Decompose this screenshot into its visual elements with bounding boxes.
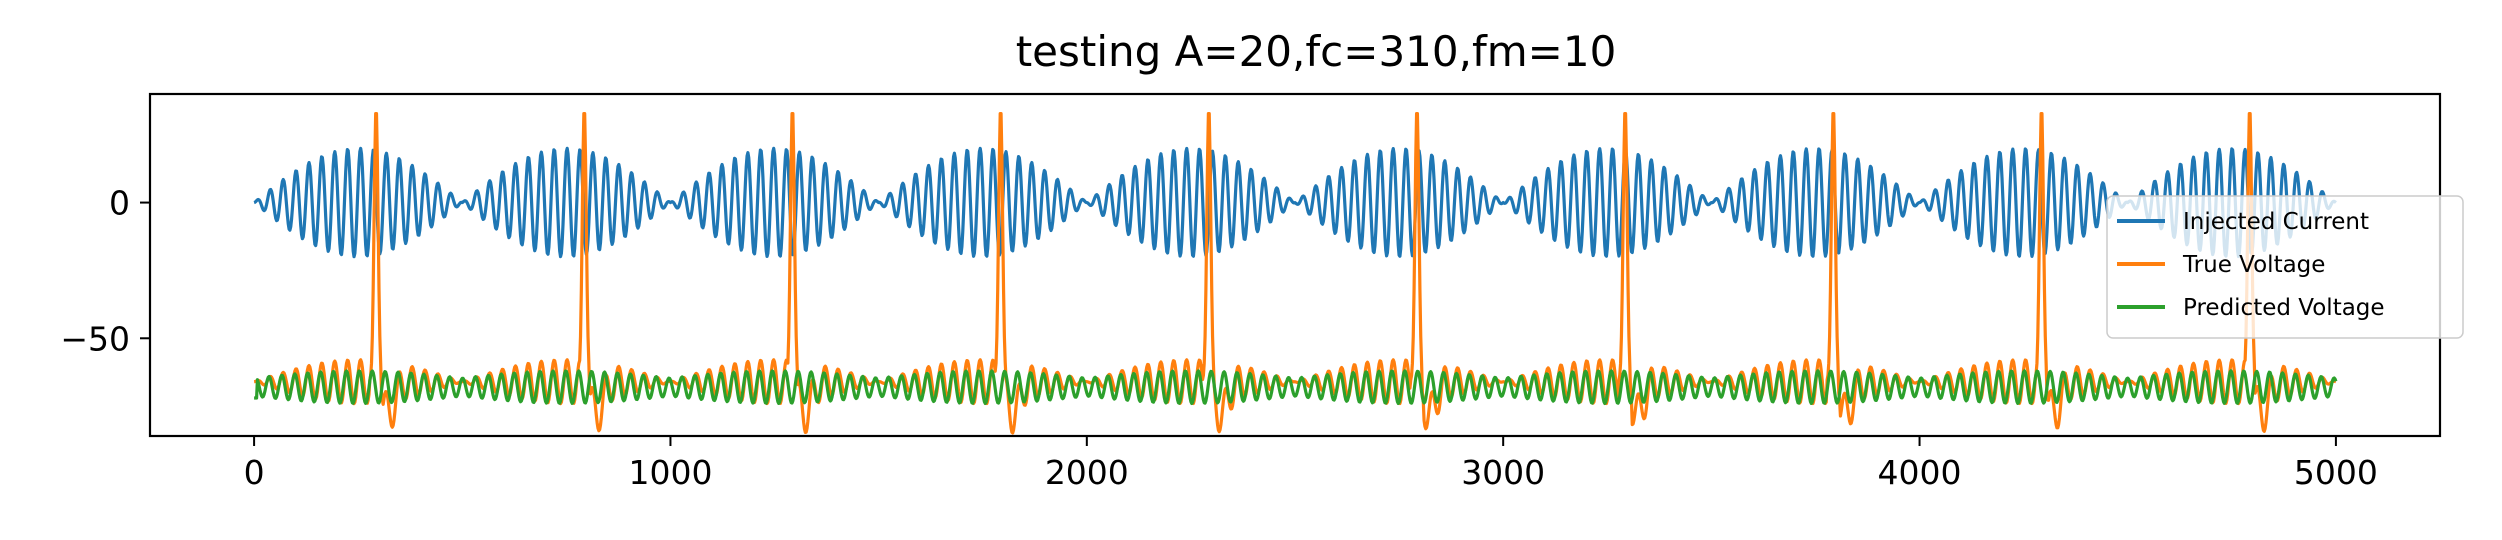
legend-label-injected-current: Injected Current	[2183, 209, 2369, 235]
x-tick-label: 5000	[2294, 453, 2378, 492]
series-line-true-voltage	[253, 112, 2337, 435]
y-tick-label: 0	[109, 184, 130, 223]
y-axis: 0 −50	[60, 184, 150, 358]
legend-label-true-voltage: True Voltage	[2182, 252, 2325, 278]
series-lines	[253, 112, 2338, 435]
x-tick-label: 3000	[1461, 453, 1545, 492]
legend: Injected Current True Voltage Predicted …	[2106, 195, 2464, 339]
legend-box	[2106, 195, 2464, 339]
y-tick-label: −50	[60, 319, 130, 358]
series-line-injected-current	[253, 146, 2337, 259]
x-tick-label: 1000	[628, 453, 712, 492]
x-axis: 0 1000 2000 3000 4000 5000	[244, 436, 2378, 492]
chart-title: testing A=20,fc=310,fm=10	[1016, 27, 1617, 76]
x-tick-label: 2000	[1045, 453, 1129, 492]
series-line-predicted-voltage	[253, 369, 2338, 405]
x-tick-label: 0	[244, 453, 265, 492]
legend-label-predicted-voltage: Predicted Voltage	[2183, 295, 2385, 321]
x-tick-label: 4000	[1878, 453, 1962, 492]
